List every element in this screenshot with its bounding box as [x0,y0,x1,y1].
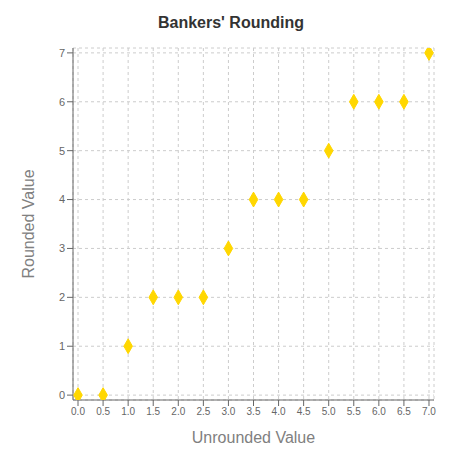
svg-text:6.0: 6.0 [372,406,386,417]
svg-text:7: 7 [59,47,65,59]
svg-text:3.0: 3.0 [221,406,235,417]
svg-text:Unrounded Value: Unrounded Value [192,429,315,446]
svg-text:0.5: 0.5 [96,406,110,417]
html-text:Bankers' Rounding: Bankers' Rounding [158,14,304,31]
svg-text:0.0: 0.0 [71,406,85,417]
svg-text:2.5: 2.5 [196,406,210,417]
svg-text:3.5: 3.5 [247,406,261,417]
svg-text:Rounded Value: Rounded Value [20,169,37,278]
svg-text:5.0: 5.0 [322,406,336,417]
svg-text:2: 2 [59,291,65,303]
svg-text:5.5: 5.5 [347,406,361,417]
svg-text:1: 1 [59,340,65,352]
svg-text:7.0: 7.0 [422,406,436,417]
svg-text:4.0: 4.0 [272,406,286,417]
svg-text:6: 6 [59,96,65,108]
svg-text:4.5: 4.5 [297,406,311,417]
svg-text:6.5: 6.5 [397,406,411,417]
svg-text:5: 5 [59,145,65,157]
svg-text:0: 0 [59,389,65,401]
svg-text:3: 3 [59,242,65,254]
svg-text:1.0: 1.0 [121,406,135,417]
svg-text:4: 4 [59,193,65,205]
svg-text:2.0: 2.0 [171,406,185,417]
svg-text:1.5: 1.5 [146,406,160,417]
